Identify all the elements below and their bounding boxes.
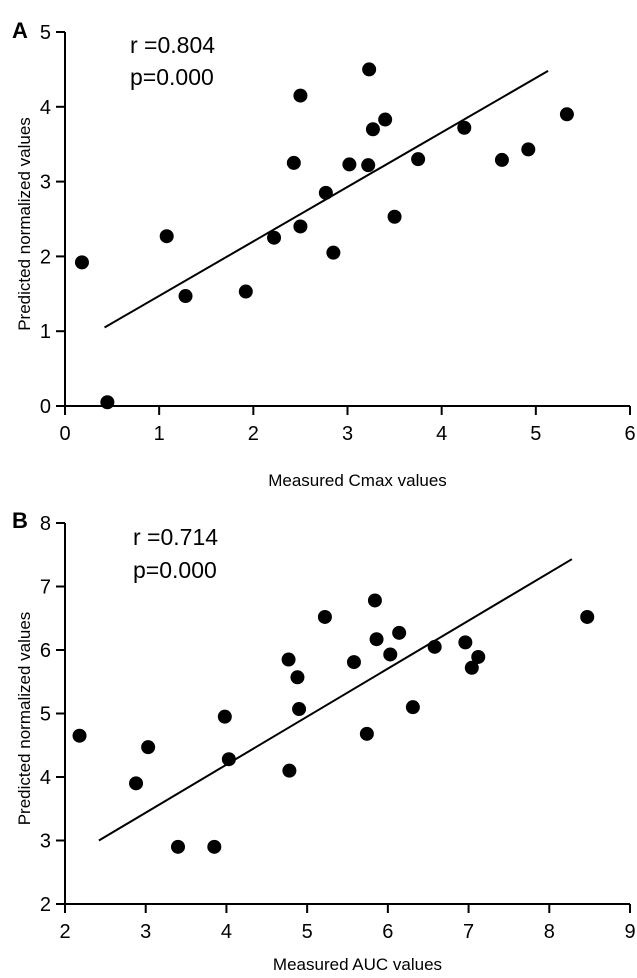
- data-point: [217, 709, 232, 724]
- x-tick-label: 5: [530, 423, 541, 445]
- data-point: [392, 625, 407, 640]
- data-point: [72, 728, 87, 743]
- y-tick-label: 3: [40, 172, 51, 194]
- data-point: [238, 284, 253, 299]
- data-point: [293, 88, 308, 103]
- x-tick-label: 5: [302, 921, 313, 943]
- chart-panel-a: 0 1 2 3 4 5 6 0 1 2 3 4 5 Measured Cmax values Predict…: [12, 18, 636, 490]
- x-tick-label: 4: [436, 423, 447, 445]
- y-tick-label: 2: [40, 894, 51, 916]
- y-tick-label: 8: [40, 513, 51, 535]
- data-point: [427, 639, 442, 654]
- data-point: [318, 185, 333, 200]
- data-point: [207, 839, 222, 854]
- data-point: [387, 209, 402, 224]
- chart-panel-b: 2 3 4 5 6 7 8 9 2 3 4 5 6 7 8 Measured AUC values Predic…: [12, 508, 636, 974]
- x-tick-label: 3: [342, 423, 353, 445]
- data-point: [281, 652, 296, 667]
- x-axis-title: Measured AUC values: [273, 955, 442, 974]
- x-tick-label: 9: [624, 921, 635, 943]
- x-tick-label: 2: [248, 423, 259, 445]
- data-point: [286, 155, 301, 170]
- y-tick-label: 5: [40, 22, 51, 44]
- data-point: [267, 230, 282, 245]
- data-point: [159, 229, 174, 244]
- correlation-label: r =0.714: [133, 524, 218, 550]
- data-point: [342, 157, 357, 172]
- data-point: [171, 839, 185, 854]
- data-point: [383, 647, 398, 662]
- y-tick-label: 4: [40, 767, 51, 789]
- panel-letter: A: [12, 18, 28, 43]
- data-point: [282, 763, 297, 778]
- x-tick-label: 6: [624, 423, 635, 445]
- data-point: [494, 152, 509, 167]
- p-value-label: p=0.000: [133, 557, 217, 583]
- data-point: [362, 62, 377, 77]
- data-point: [326, 245, 341, 260]
- data-point: [580, 609, 595, 624]
- data-point: [359, 726, 374, 741]
- data-point: [471, 649, 486, 664]
- x-tick-label: 7: [463, 921, 474, 943]
- data-point: [74, 255, 89, 270]
- y-tick-label: 1: [40, 321, 51, 343]
- x-tick-label: 6: [382, 921, 393, 943]
- data-point: [293, 219, 308, 234]
- data-point: [521, 142, 536, 157]
- data-point: [100, 395, 115, 410]
- x-tick-label: 3: [140, 921, 151, 943]
- y-tick-label: 3: [40, 831, 51, 853]
- data-point: [411, 152, 426, 167]
- p-value-label: p=0.000: [130, 64, 214, 90]
- data-point: [178, 289, 193, 304]
- data-point: [346, 655, 361, 670]
- x-axis-title: Measured Cmax values: [268, 471, 447, 490]
- x-tick-label: 8: [544, 921, 555, 943]
- x-tick-label: 0: [59, 423, 70, 445]
- data-point: [367, 593, 382, 608]
- correlation-label: r =0.804: [130, 32, 215, 58]
- x-tick-label: 2: [59, 921, 70, 943]
- data-point: [317, 609, 332, 624]
- data-point: [365, 122, 380, 137]
- y-tick-label: 0: [40, 396, 51, 418]
- x-tick-label: 1: [154, 423, 165, 445]
- y-tick-label: 2: [40, 246, 51, 268]
- data-point: [292, 702, 307, 717]
- data-point: [457, 120, 472, 135]
- data-point: [141, 740, 156, 755]
- panel-letter: B: [12, 508, 28, 533]
- data-point: [129, 776, 144, 791]
- data-point: [221, 752, 236, 767]
- x-tick-label: 4: [221, 921, 232, 943]
- data-point: [361, 158, 376, 173]
- y-axis-title: Predicted normalized values: [15, 612, 34, 826]
- data-point: [559, 107, 574, 122]
- data-point: [458, 635, 473, 650]
- y-tick-label: 5: [40, 704, 51, 726]
- data-point: [464, 660, 479, 675]
- data-point: [290, 670, 305, 685]
- y-tick-label: 4: [40, 97, 51, 119]
- y-tick-label: 7: [40, 577, 51, 599]
- data-point: [378, 112, 393, 127]
- regression-line: [98, 558, 573, 842]
- data-point: [405, 700, 420, 715]
- y-tick-label: 6: [40, 640, 51, 662]
- y-axis-title: Predicted normalized values: [15, 117, 34, 331]
- data-point: [369, 632, 384, 647]
